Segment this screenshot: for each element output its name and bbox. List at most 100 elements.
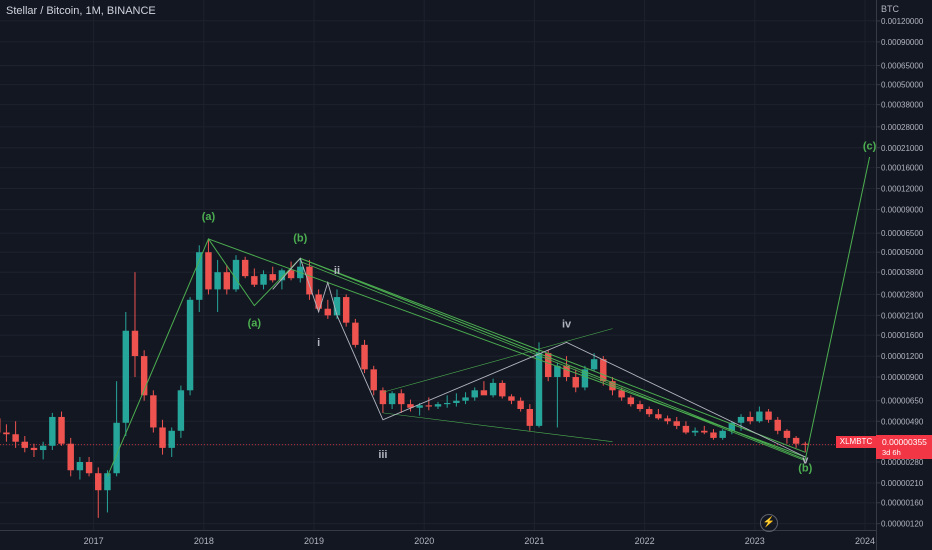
wave-label: iii — [378, 449, 387, 461]
subchannel-upper — [382, 328, 613, 393]
tradingview-logo-icon[interactable]: ⚡ — [760, 514, 778, 532]
candle — [471, 387, 478, 401]
candle — [251, 268, 258, 288]
candle — [544, 350, 552, 382]
candle — [407, 399, 414, 412]
candle — [342, 294, 350, 327]
candle-body — [30, 447, 38, 451]
y-tick-label: 0.00006500 — [881, 229, 924, 238]
candle-body — [333, 297, 341, 316]
symbol-title[interactable]: Stellar / Bitcoin, 1M, BINANCE — [6, 5, 156, 17]
candle-body — [21, 441, 29, 448]
candle-body — [287, 270, 295, 279]
wave-label: i — [317, 337, 320, 349]
candles — [0, 238, 809, 518]
candle — [232, 255, 240, 292]
price-axis-unit: BTC — [881, 4, 899, 14]
candle — [39, 441, 47, 460]
channel-line-upper — [208, 238, 806, 458]
candle-body — [388, 393, 396, 405]
candle — [306, 259, 313, 300]
y-tick-label: 0.00000490 — [881, 417, 924, 426]
candle-body — [150, 395, 157, 428]
candle-body — [177, 390, 185, 431]
candle-body — [774, 419, 781, 431]
y-tick-label: 0.00016000 — [881, 164, 924, 173]
candle — [58, 411, 65, 446]
candle-body — [471, 390, 478, 398]
candle — [12, 421, 19, 448]
candle-body — [526, 409, 534, 426]
candle-body — [719, 430, 726, 438]
candle-body — [76, 462, 84, 471]
candle — [517, 397, 524, 412]
candle-body — [306, 266, 313, 295]
y-tick-label: 0.00090000 — [881, 38, 924, 47]
candle-body — [278, 270, 286, 281]
candle-body — [315, 294, 322, 309]
x-tick-label: 2017 — [84, 536, 104, 546]
candle-body — [728, 422, 736, 431]
candle — [499, 380, 506, 399]
candle-body — [168, 430, 175, 448]
candle — [673, 416, 680, 430]
candle-body — [425, 405, 433, 407]
candle — [122, 311, 130, 437]
candle-body — [453, 400, 460, 403]
channel-line-mid — [300, 257, 806, 453]
y-tick-label: 0.00050000 — [881, 81, 924, 90]
wave-line-main — [106, 156, 871, 477]
candle — [177, 385, 185, 438]
candle-body — [572, 377, 579, 388]
candle — [150, 390, 157, 433]
x-tick-label: 2019 — [304, 536, 324, 546]
candle — [489, 378, 497, 398]
candle-body — [113, 422, 120, 474]
wave-label: iv — [562, 318, 572, 330]
candle-body — [434, 404, 442, 407]
y-tick-label: 0.00002800 — [881, 290, 924, 299]
chart-grid — [0, 0, 876, 530]
y-tick-label: 0.00001600 — [881, 331, 924, 340]
candle-body — [443, 402, 451, 405]
candle — [379, 387, 387, 413]
candle — [453, 393, 460, 407]
candle-body — [746, 416, 754, 422]
candle-body — [12, 434, 19, 442]
subchannel-lower — [382, 412, 613, 443]
y-tick-label: 0.00005000 — [881, 248, 924, 257]
candle — [159, 419, 166, 455]
candle — [186, 297, 194, 396]
candle-body — [554, 365, 561, 378]
candle-body — [85, 462, 93, 474]
candle-body — [618, 390, 625, 398]
candle-body — [95, 473, 102, 491]
candle-body — [682, 425, 690, 433]
candle — [802, 441, 809, 453]
candle-body — [590, 359, 598, 370]
candle-body — [196, 252, 203, 300]
candle-body — [416, 405, 423, 408]
candle — [370, 365, 377, 396]
candle-body — [517, 400, 524, 410]
wave-label: (a) — [248, 318, 262, 330]
candle — [664, 415, 671, 425]
candle — [214, 259, 221, 312]
candle-body — [792, 437, 800, 444]
wave-label: (b) — [798, 463, 812, 475]
candle — [682, 421, 690, 435]
channel-line-inner — [300, 261, 806, 462]
y-tick-label: 0.00009000 — [881, 205, 924, 214]
candle — [113, 381, 120, 477]
candle — [462, 392, 469, 405]
candle-body — [214, 272, 221, 290]
candle — [627, 395, 635, 407]
candle-body — [3, 432, 10, 435]
candle — [361, 339, 368, 374]
x-tick-label: 2018 — [194, 536, 214, 546]
candle — [85, 456, 93, 477]
candle — [223, 264, 231, 295]
candle — [324, 299, 332, 319]
